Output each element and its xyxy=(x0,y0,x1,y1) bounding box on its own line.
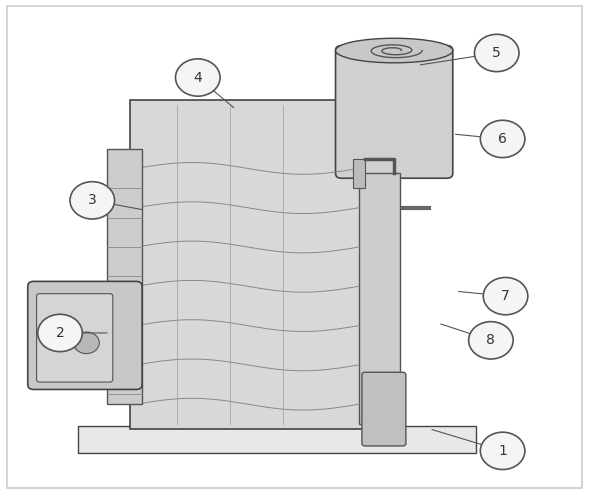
Circle shape xyxy=(38,314,82,352)
Text: 5: 5 xyxy=(492,46,501,60)
Circle shape xyxy=(483,278,528,315)
FancyBboxPatch shape xyxy=(336,45,453,178)
Ellipse shape xyxy=(336,38,453,63)
Circle shape xyxy=(475,34,519,72)
FancyBboxPatch shape xyxy=(353,159,365,188)
FancyBboxPatch shape xyxy=(28,282,142,389)
Text: 2: 2 xyxy=(55,326,64,340)
FancyBboxPatch shape xyxy=(7,6,582,488)
FancyBboxPatch shape xyxy=(37,293,112,382)
Circle shape xyxy=(74,332,100,354)
Circle shape xyxy=(481,120,525,158)
Text: 4: 4 xyxy=(193,71,202,84)
Text: 7: 7 xyxy=(501,289,510,303)
FancyBboxPatch shape xyxy=(78,426,477,453)
Text: 1: 1 xyxy=(498,444,507,458)
FancyBboxPatch shape xyxy=(107,149,142,404)
Text: 8: 8 xyxy=(487,333,495,347)
Circle shape xyxy=(481,432,525,469)
FancyBboxPatch shape xyxy=(130,100,365,429)
Text: 6: 6 xyxy=(498,132,507,146)
FancyBboxPatch shape xyxy=(359,173,400,424)
FancyBboxPatch shape xyxy=(362,372,406,446)
Circle shape xyxy=(469,322,513,359)
Circle shape xyxy=(70,182,114,219)
Circle shape xyxy=(176,59,220,96)
Text: 3: 3 xyxy=(88,193,97,207)
